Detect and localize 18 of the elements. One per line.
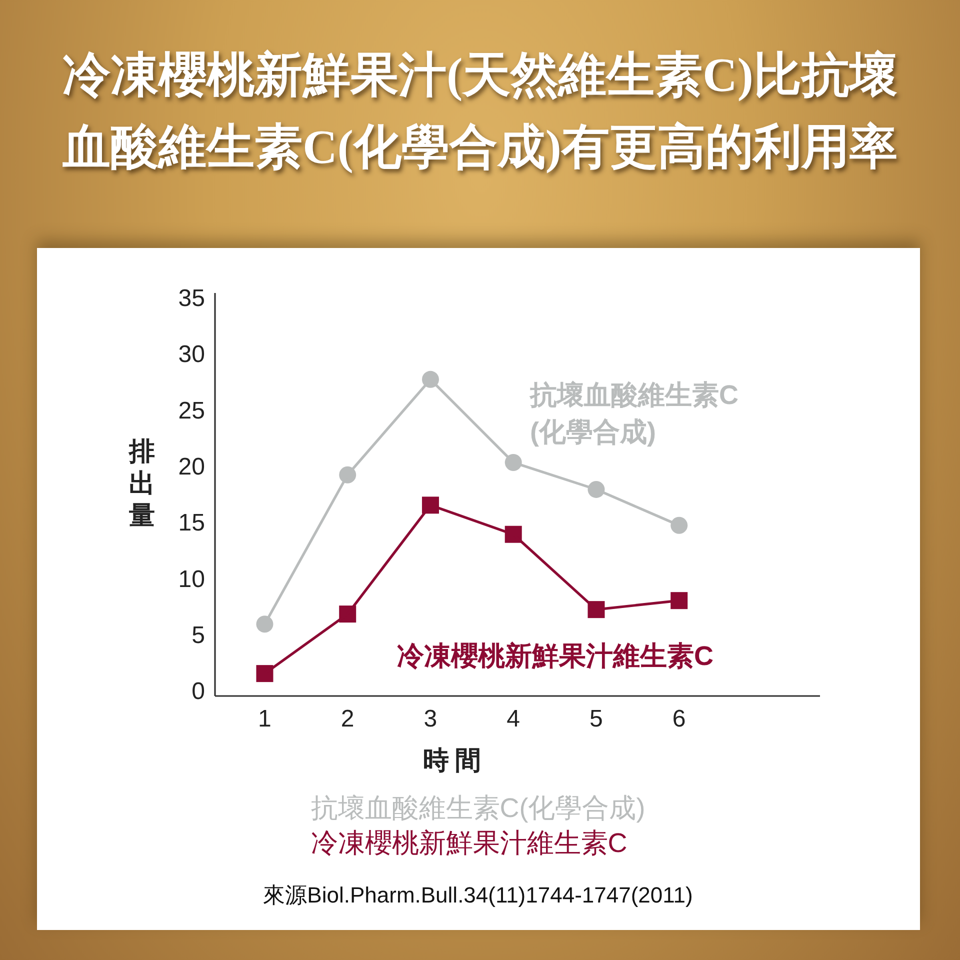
x-tick-label: 6 bbox=[672, 706, 686, 732]
x-tick-label: 1 bbox=[258, 706, 272, 732]
y-axis-title: 排出量 bbox=[129, 436, 155, 530]
y-tick-label: 15 bbox=[178, 510, 205, 537]
annotation: 來源Biol.Pharm.Bull.34(11)1744-1747(2011) bbox=[263, 882, 693, 908]
y-tick-label: 10 bbox=[178, 566, 205, 593]
y-tick-label: 35 bbox=[178, 285, 205, 312]
x-axis-title: 時間 bbox=[423, 745, 487, 775]
y-tick-label: 0 bbox=[192, 678, 205, 706]
x-tick-label: 4 bbox=[506, 706, 520, 732]
x-tick-label: 2 bbox=[340, 706, 354, 732]
chart-title: 冷凍櫻桃新鮮果汁(天然維生素C)比抗壞血酸維生素C(化學合成)有更高的利用率 bbox=[62, 48, 898, 176]
y-tick-label: 20 bbox=[178, 453, 205, 480]
y-tick-label: 5 bbox=[192, 622, 205, 649]
x-tick-label: 3 bbox=[424, 706, 438, 732]
x-tick-label: 5 bbox=[590, 706, 603, 732]
y-tick-label: 25 bbox=[178, 397, 205, 424]
y-tick-label: 30 bbox=[178, 341, 205, 368]
